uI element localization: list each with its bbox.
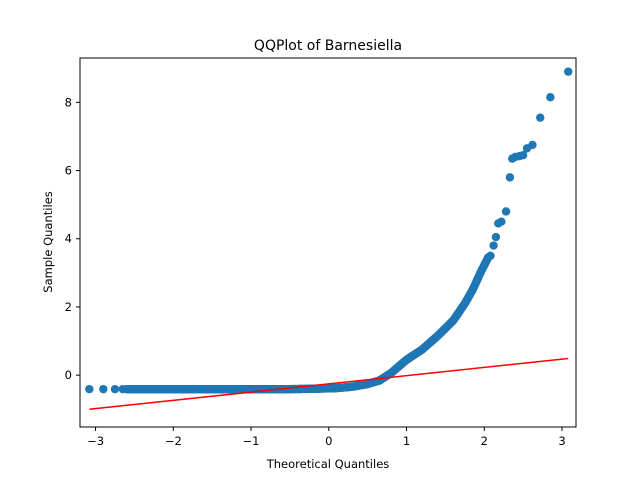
- data-point: [528, 140, 537, 150]
- data-points: [85, 67, 573, 394]
- x-tick-label: −3: [87, 434, 104, 448]
- data-point: [491, 232, 501, 242]
- y-tick-label: 2: [65, 300, 72, 314]
- data-point: [99, 384, 108, 394]
- data-point: [85, 384, 94, 394]
- data-point: [505, 173, 515, 182]
- data-point: [501, 207, 511, 216]
- plot-frame: [79, 57, 577, 428]
- data-point: [518, 151, 528, 160]
- y-axis-ticks: 0 2 4 6 8: [65, 95, 80, 382]
- data-point: [486, 251, 495, 260]
- x-tick-label: 3: [558, 434, 565, 448]
- data-point: [564, 67, 573, 76]
- y-axis-label: Sample Quantiles: [41, 191, 55, 292]
- data-point: [110, 384, 120, 394]
- x-tick-label: −2: [165, 434, 182, 448]
- y-tick-label: 8: [65, 95, 72, 109]
- x-tick-label: 1: [403, 434, 410, 448]
- x-axis-label: Theoretical Quantiles: [266, 457, 390, 471]
- x-tick-label: 0: [325, 434, 332, 448]
- y-tick-label: 6: [65, 164, 72, 178]
- data-point: [489, 241, 498, 250]
- chart-title: QQPlot of Barnesiella: [254, 38, 402, 54]
- x-tick-label: 2: [481, 434, 488, 448]
- y-tick-label: 4: [65, 232, 72, 246]
- x-axis-ticks: −3 −2 −1 0 1 2 3: [87, 427, 566, 448]
- y-tick-label: 0: [65, 368, 72, 382]
- x-tick-label: −1: [243, 434, 260, 448]
- data-point: [546, 93, 555, 102]
- reference-line: [89, 357, 569, 411]
- data-point: [497, 217, 506, 226]
- data-point: [536, 113, 545, 122]
